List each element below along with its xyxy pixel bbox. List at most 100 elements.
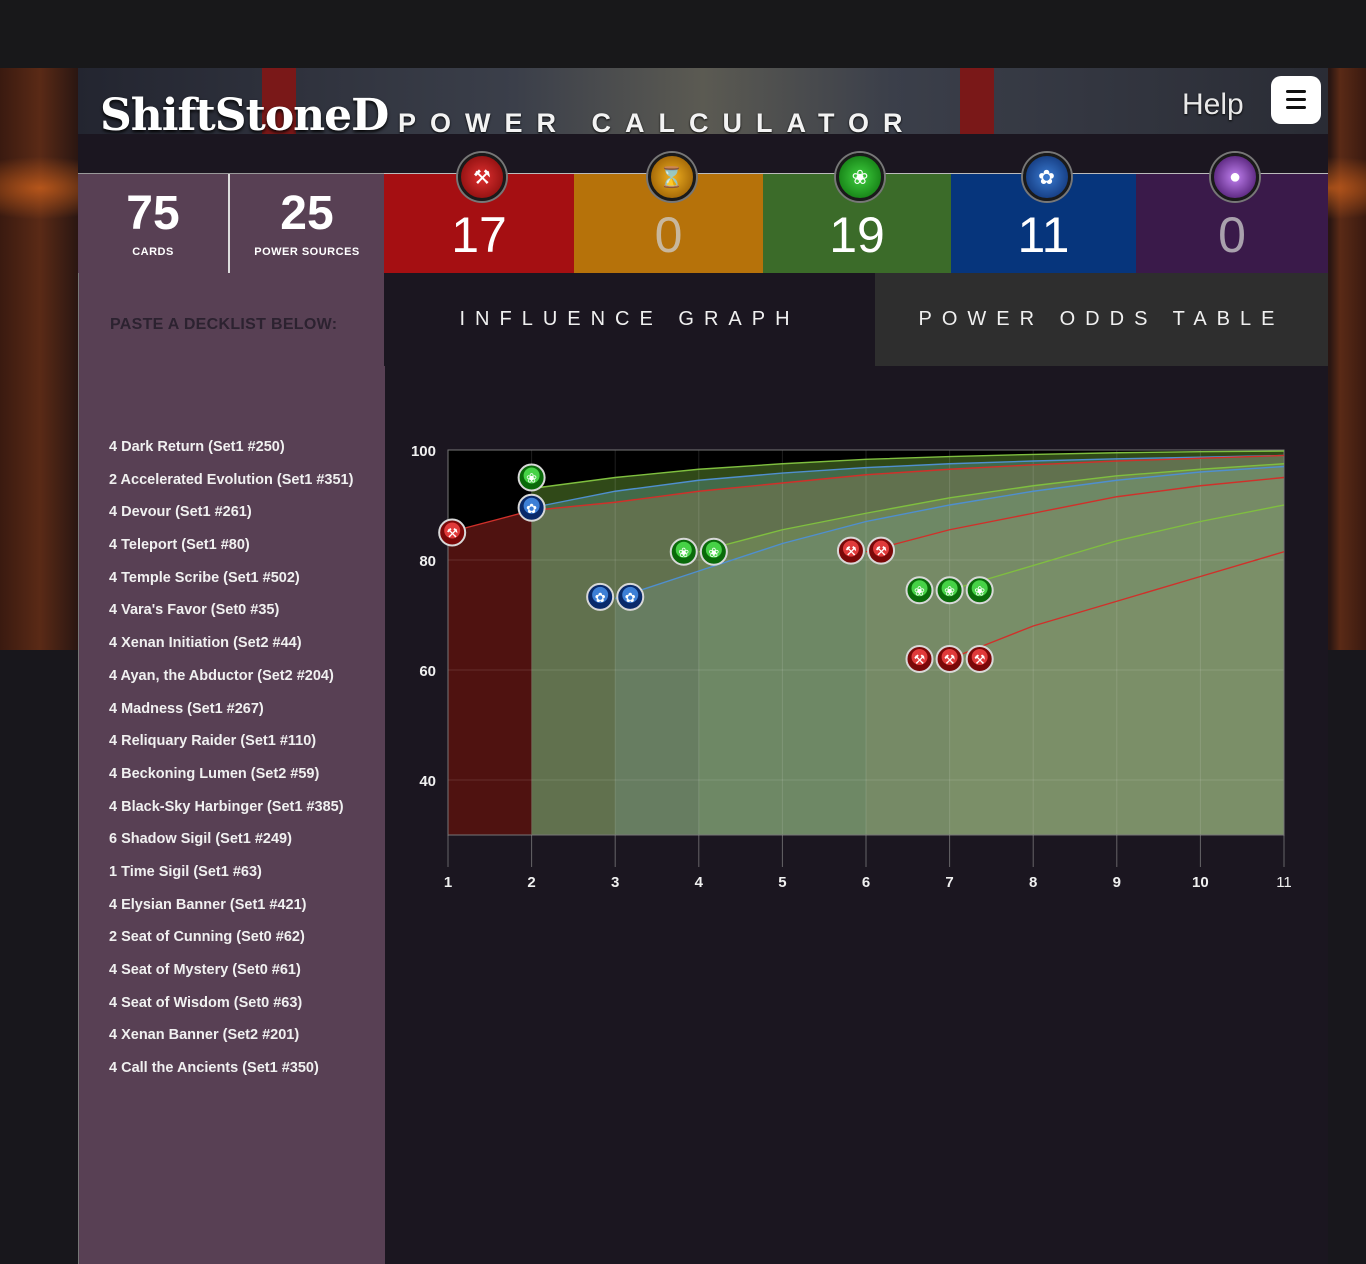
marker-highlight: [911, 649, 928, 665]
header-pillar: [960, 68, 994, 134]
plot-background: [448, 450, 1284, 835]
decklist-line: 6 Shadow Sigil (Set1 #249): [109, 831, 292, 848]
decklist-line: 4 Vara's Favor (Set0 #35): [109, 602, 280, 619]
blue-paw-icon: ✿: [1022, 153, 1071, 201]
x-tick-label: 11: [1276, 874, 1292, 891]
marker-glyph: ⚒: [845, 544, 857, 559]
marker-highlight: [523, 467, 540, 484]
decklist-line: 4 Xenan Banner (Set2 #201): [109, 1027, 300, 1044]
area-red3: [949, 551, 1284, 835]
tab-power-odds-table[interactable]: POWER ODDS TABLE: [875, 273, 1328, 366]
power-yellow: ⌛ 0: [574, 153, 763, 275]
power-yellow-count: 0: [654, 207, 683, 263]
marker-highlight: [705, 541, 722, 558]
series-line-green1: [531, 450, 1285, 490]
series-line-blue2: [614, 465, 1285, 600]
marker-glyph: ⚒: [914, 652, 926, 667]
power-blue: ✿ 11: [951, 153, 1136, 275]
decklist-line: 4 Seat of Wisdom (Set0 #63): [109, 994, 303, 1011]
cards-stat: 75 CARDS: [78, 174, 228, 274]
marker-highlight: [444, 522, 461, 539]
marker-glyph: ✿: [595, 590, 606, 605]
power-sources-stat: 25 POWER SOURCES: [230, 174, 384, 274]
help-link[interactable]: Help: [1182, 88, 1244, 121]
divider: [228, 174, 230, 274]
series-line-blue1: [531, 454, 1285, 509]
influence-graph: 100 80 60 40 1 2 3 4 5 6 7 8 9 10 11 ⚒ ❀ ✿ ✿ ✿ ❀ ❀ ⚒ ⚒ ❀ ❀ ❀ ⚒ ⚒ ⚒: [411, 443, 1292, 891]
decklist-panel[interactable]: PASTE A DECKLIST BELOW: 4 Dark Return (S…: [78, 273, 385, 1264]
x-tick-label: 10: [1192, 874, 1209, 891]
area-green1: [531, 451, 1284, 835]
y-tick-label: 80: [419, 553, 436, 570]
green-leaf-icon: ❀: [836, 153, 884, 201]
marker-glyph: ❀: [914, 583, 925, 598]
decklist-line: 4 Teleport (Set1 #80): [109, 537, 250, 554]
logo[interactable]: ShiftStoneD: [100, 90, 389, 141]
tab-influence-graph[interactable]: INFLUENCE GRAPH: [384, 273, 875, 366]
x-tick-label: 5: [778, 874, 786, 891]
marker-glyph: ❀: [678, 545, 689, 560]
decklist-line: 1 Time Sigil (Set1 #63): [109, 863, 262, 880]
power-green-count: 19: [829, 207, 885, 263]
y-tick-label: 40: [419, 773, 436, 790]
series-line-green3: [949, 504, 1285, 591]
marker-glyph: ❀: [974, 583, 985, 598]
decklist-input[interactable]: 4 Dark Return (Set1 #250) 2 Accelerated E…: [109, 435, 353, 1089]
x-tick-label: 2: [527, 874, 535, 891]
decklist-line: 4 Elysian Banner (Set1 #421): [109, 896, 307, 913]
cards-label: CARDS: [132, 246, 174, 258]
marker-highlight: [971, 649, 988, 665]
marker-glyph: ❀: [708, 545, 719, 560]
x-tick-label: 7: [945, 874, 953, 891]
x-tick-label: 6: [862, 874, 870, 891]
marker-highlight: [523, 497, 540, 514]
x-tick-label: 4: [695, 874, 704, 891]
series-line-red1: [447, 454, 1285, 534]
x-tick-label: 3: [611, 874, 619, 891]
x-tick-label: 1: [444, 874, 452, 891]
marker-glyph: ❀: [944, 583, 955, 598]
top-bar: [0, 0, 1366, 68]
x-tick-label: 9: [1113, 874, 1121, 891]
series-line-red3: [949, 551, 1285, 660]
marker-highlight: [873, 540, 890, 557]
marker-glyph: ✿: [625, 590, 636, 605]
power-red: ⚒ 17: [384, 153, 574, 275]
marker-highlight: [592, 586, 609, 603]
menu-button[interactable]: [1271, 76, 1321, 124]
power-blue-count: 11: [1017, 207, 1070, 263]
power-sources-label: POWER SOURCES: [254, 246, 360, 258]
decklist-line: 4 Xenan Initiation (Set2 #44): [109, 635, 302, 652]
marker-glyph: ⚒: [974, 652, 986, 667]
decklist-line: 2 Accelerated Evolution (Set1 #351): [109, 471, 354, 488]
decklist-line: 4 Devour (Set1 #261): [109, 504, 252, 521]
power-green: ❀ 19: [763, 153, 951, 275]
app-title: POWER CALCULATOR: [398, 108, 917, 138]
series-line-red2: [865, 476, 1285, 553]
marker-glyph: ⚒: [944, 652, 956, 667]
decklist-line: 4 Seat of Mystery (Set0 #61): [109, 962, 301, 978]
decklist-line: 4 Dark Return (Set1 #250): [109, 439, 285, 455]
marker-highlight: [675, 541, 692, 558]
decklist-line: 4 Ayan, the Abductor (Set2 #204): [109, 667, 334, 684]
red-hammer-icon: ⚒: [458, 153, 506, 201]
marker-highlight: [971, 580, 988, 597]
cards-count: 75: [126, 187, 180, 240]
decklist-line: 4 Madness (Set1 #267): [109, 700, 264, 717]
power-purple-count: 0: [1218, 207, 1246, 263]
marker-highlight: [842, 540, 859, 557]
power-sources-count: 25: [280, 187, 334, 240]
marker-highlight: [941, 649, 958, 665]
purple-orb-icon: ●: [1211, 153, 1259, 201]
marker-highlight: [941, 580, 958, 597]
decklist-line: 4 Temple Scribe (Set1 #502): [109, 569, 300, 586]
yellow-hourglass-icon: ⌛: [647, 153, 696, 201]
y-tick-label: 60: [419, 663, 436, 680]
decklist-line: 4 Call the Ancients (Set1 #350): [109, 1060, 319, 1077]
y-tick-label: 100: [411, 443, 436, 460]
decklist-line: 4 Black-Sky Harbinger (Set1 #385): [109, 798, 344, 815]
decklist-line: 4 Reliquary Raider (Set1 #110): [109, 733, 317, 750]
area-green3: [949, 505, 1284, 835]
header-pillar: [262, 68, 296, 134]
marker-glyph: ❀: [526, 471, 537, 486]
